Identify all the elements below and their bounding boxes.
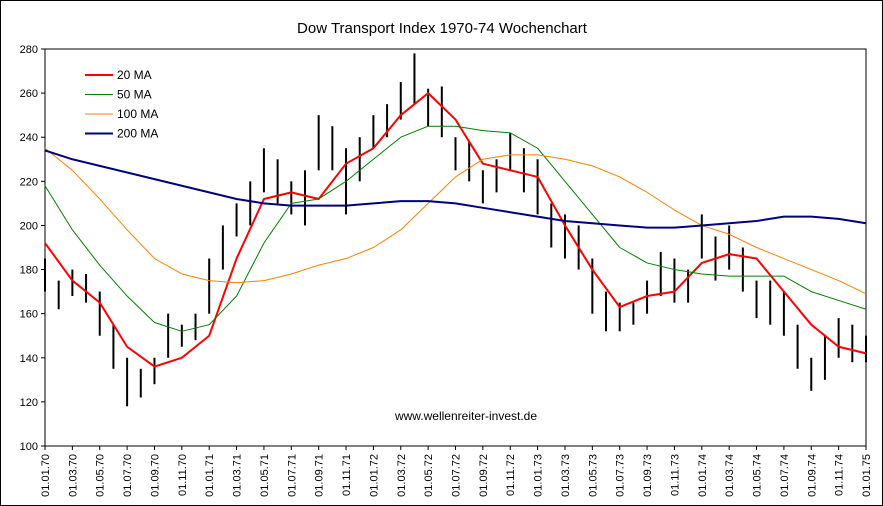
x-tick-label: 01.05.71 — [259, 454, 271, 497]
legend-label: 200 MA — [117, 127, 158, 141]
x-tick-label: 01.03.73 — [560, 454, 572, 497]
ma-line — [44, 125, 867, 332]
x-tick-label: 01.09.72 — [478, 454, 490, 497]
x-tick-label: 01.09.71 — [314, 454, 326, 497]
x-tick-label: 01.11.72 — [505, 454, 517, 496]
x-tick-label: 01.03.71 — [232, 454, 244, 497]
x-tick-label: 01.07.70 — [122, 454, 134, 497]
x-tick-label: 01.01.75 — [861, 454, 873, 497]
x-tick-label: 01.09.70 — [149, 454, 161, 497]
y-tick-label: 100 — [20, 441, 38, 453]
x-tick-label: 01.09.73 — [642, 454, 654, 497]
x-tick-label: 01.07.73 — [615, 454, 627, 497]
y-tick-label: 180 — [20, 265, 38, 277]
legend-label: 100 MA — [117, 107, 158, 121]
x-tick-label: 01.11.70 — [177, 454, 189, 496]
y-tick-label: 140 — [20, 353, 38, 365]
y-tick-label: 200 — [20, 220, 38, 232]
x-tick-label: 01.11.73 — [669, 454, 681, 496]
chart-title: Dow Transport Index 1970-74 Wochenchart — [297, 20, 588, 37]
y-tick-label: 120 — [20, 397, 38, 409]
y-tick-label: 260 — [20, 88, 38, 100]
y-tick-label: 280 — [20, 44, 38, 56]
ma-line — [44, 92, 867, 368]
x-tick-label: 01.07.71 — [286, 454, 298, 497]
y-tick-label: 220 — [20, 176, 38, 188]
x-tick-label: 01.11.71 — [341, 454, 353, 496]
y-tick-label: 160 — [20, 309, 38, 321]
x-tick-label: 01.03.72 — [396, 454, 408, 497]
x-tick-label: 01.01.74 — [697, 454, 709, 497]
x-tick-label: 01.07.72 — [451, 454, 463, 497]
x-tick-label: 01.01.72 — [368, 454, 380, 497]
x-tick-label: 01.03.70 — [67, 454, 79, 497]
y-tick-label: 240 — [20, 132, 38, 144]
watermark: www.wellenreiter-invest.de — [394, 409, 537, 423]
x-tick-label: 01.05.72 — [423, 454, 435, 497]
x-tick-label: 01.01.73 — [533, 454, 545, 497]
x-tick-label: 01.07.74 — [779, 454, 791, 497]
x-tick-label: 01.03.74 — [724, 454, 736, 497]
legend-label: 20 MA — [117, 68, 152, 82]
legend-label: 50 MA — [117, 88, 152, 102]
x-tick-label: 01.05.73 — [587, 454, 599, 497]
x-tick-label: 01.01.70 — [40, 454, 52, 497]
x-tick-label: 01.09.74 — [806, 454, 818, 497]
x-tick-label: 01.05.74 — [752, 454, 764, 497]
ma-line — [44, 149, 867, 229]
x-tick-label: 01.11.74 — [834, 454, 846, 496]
x-tick-label: 01.01.71 — [204, 454, 216, 497]
x-tick-label: 01.05.70 — [95, 454, 107, 497]
ma-line — [44, 147, 867, 295]
